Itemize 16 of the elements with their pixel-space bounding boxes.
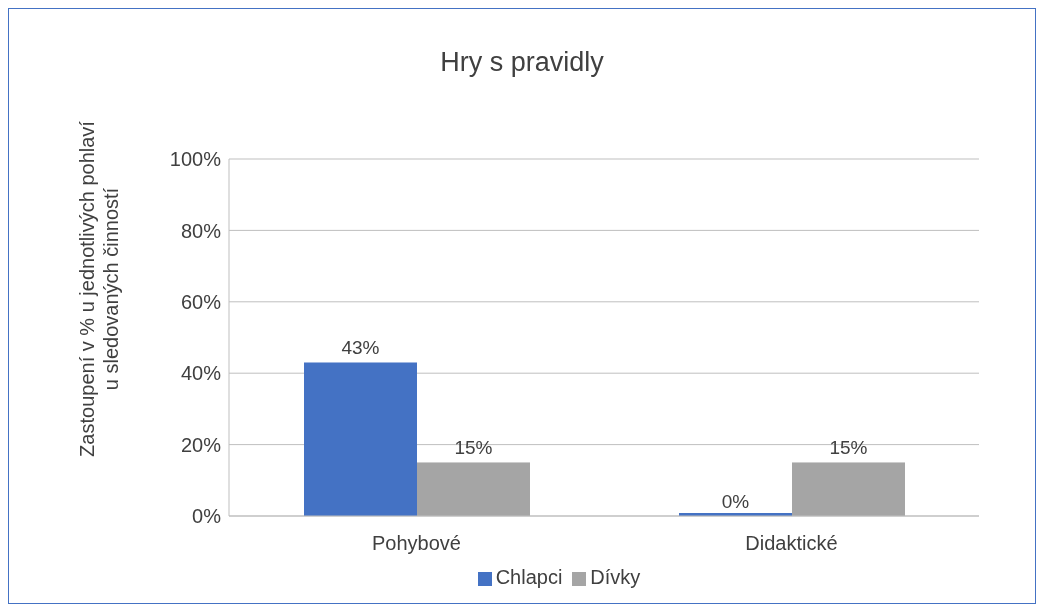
y-tick-label: 80%	[180, 219, 222, 242]
x-tick-label: Pohybové	[372, 532, 461, 555]
y-tick-label: 100%	[169, 148, 222, 171]
data-label: 15%	[454, 437, 493, 459]
x-tick-label: Didaktické	[745, 532, 838, 555]
legend-label: Dívky	[590, 566, 641, 588]
chart-title: Hry s pravidly	[439, 47, 605, 78]
data-label: 0%	[721, 491, 750, 512]
data-label: 43%	[341, 337, 380, 359]
y-axis-title: Zastoupení v % u jednotlivých pohlaví u sledovaných činností	[76, 120, 122, 457]
y-tick-label: 60%	[180, 290, 222, 313]
y-tick-label: 40%	[180, 362, 222, 385]
legend-label: Chlapci	[495, 566, 563, 588]
data-label: 15%	[829, 437, 868, 459]
y-tick-label: 20%	[180, 433, 222, 456]
y-tick-label: 0%	[192, 505, 222, 528]
